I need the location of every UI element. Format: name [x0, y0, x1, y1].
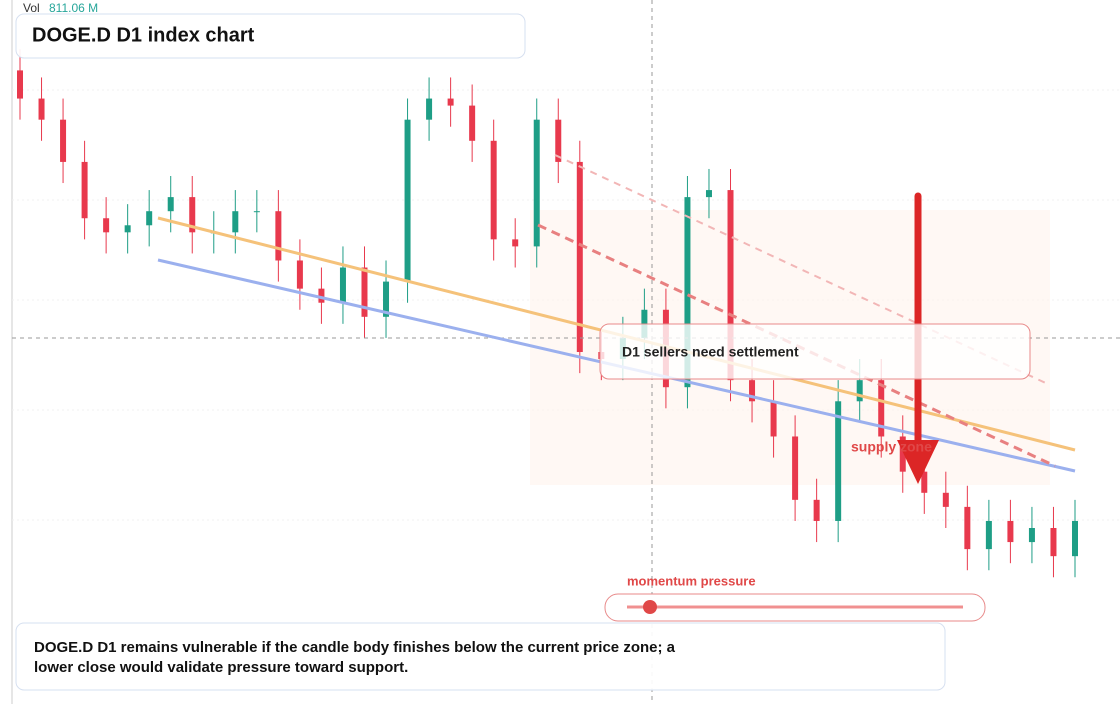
candle-body — [275, 211, 282, 261]
candle-body — [792, 436, 799, 500]
note-box — [15, 622, 946, 691]
candle-body — [426, 98, 433, 120]
candle-body — [146, 211, 153, 226]
slider-knob — [643, 600, 657, 614]
candle-body — [964, 506, 971, 550]
candle-body — [533, 119, 540, 247]
candle-body — [296, 260, 303, 289]
annotation-box — [599, 323, 1031, 380]
candle-body — [727, 190, 734, 381]
candle-body — [1028, 528, 1035, 543]
candle-body — [383, 281, 390, 317]
candle-body — [921, 471, 928, 493]
candle-body — [103, 218, 110, 233]
candle-body — [232, 211, 239, 233]
candle-body — [253, 211, 260, 213]
candle-body — [38, 98, 45, 120]
annotation: D1 sellers need settlement — [622, 344, 799, 360]
candle-body — [490, 140, 497, 240]
candle-body — [404, 119, 411, 282]
candle-body — [878, 380, 885, 437]
candle-body — [361, 267, 368, 317]
candle-body — [770, 401, 777, 437]
candle-body — [1072, 520, 1078, 557]
candle-body — [60, 119, 67, 162]
candle-body — [705, 190, 712, 198]
title-box — [15, 13, 526, 59]
candle-body — [856, 380, 863, 402]
candle-body — [17, 70, 23, 99]
chart-title: DOGE.D D1 index chart — [32, 24, 255, 46]
candle-body — [189, 197, 196, 233]
annotation: momentum pressure — [627, 573, 756, 588]
arrow-head — [897, 440, 939, 484]
annotation: supply zone — [851, 439, 932, 455]
volume-value: 811.06 M — [49, 1, 98, 15]
candle-body — [318, 288, 325, 303]
candle-body — [339, 267, 346, 303]
candle-body — [576, 161, 583, 352]
candle-body — [1050, 528, 1057, 557]
candle-body — [512, 239, 519, 247]
candle-body — [835, 401, 842, 521]
candle-body — [469, 105, 476, 141]
candle-body — [1007, 520, 1014, 543]
note: DOGE.D D1 remains vulnerable if the cand… — [34, 639, 675, 676]
candle-body — [447, 98, 454, 106]
candle-body — [555, 119, 562, 162]
candle-body — [813, 499, 820, 521]
candle-body — [684, 197, 691, 388]
candle-body — [749, 380, 756, 402]
candle-body — [985, 520, 992, 550]
candle-body — [81, 161, 88, 219]
candle-body — [167, 197, 174, 212]
volume-label: Vol — [23, 1, 40, 15]
candle-body — [899, 436, 906, 472]
candle-body — [942, 492, 949, 507]
candle-body — [124, 225, 131, 233]
